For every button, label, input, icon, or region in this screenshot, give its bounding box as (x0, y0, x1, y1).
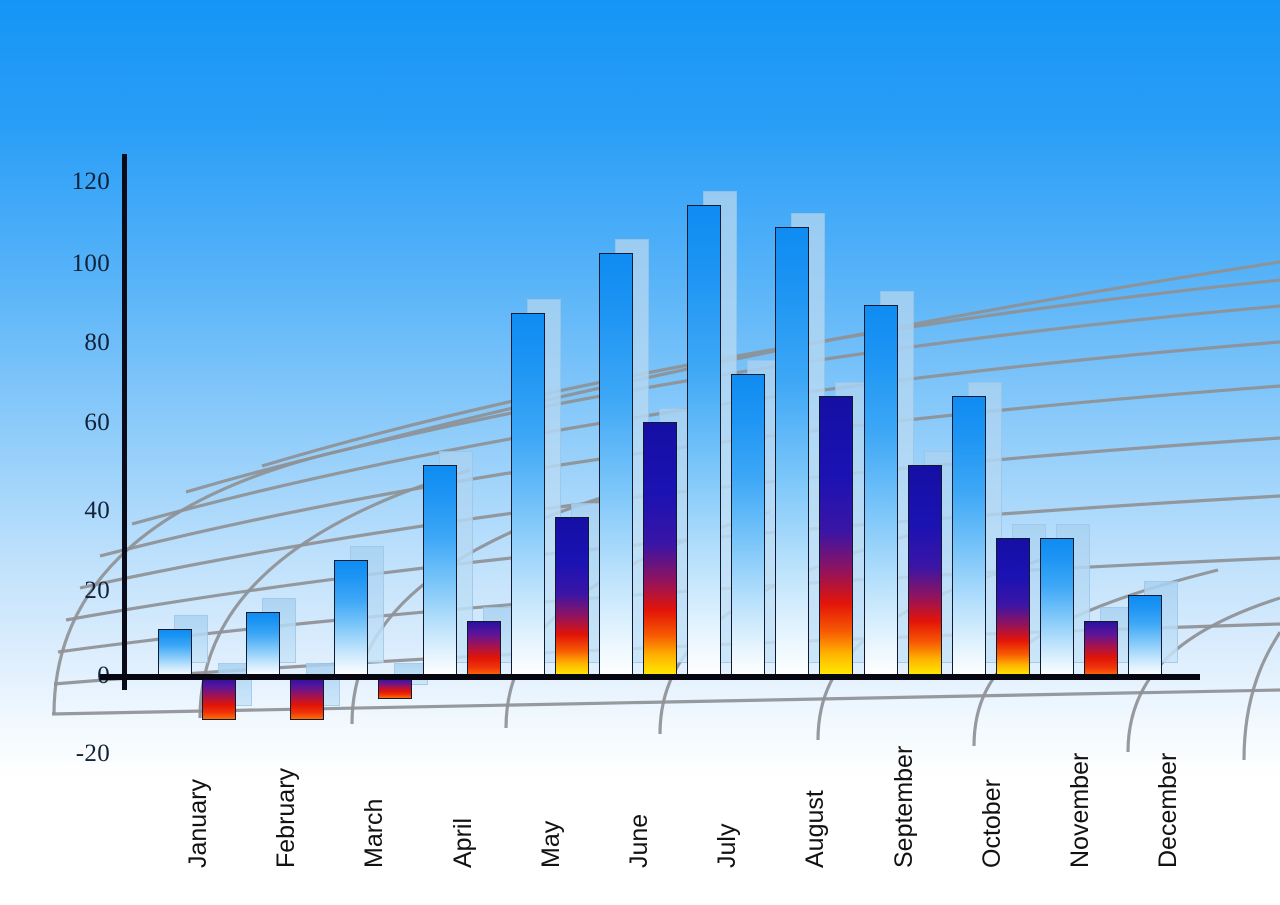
bar-february-series2[interactable] (290, 677, 325, 721)
zero-baseline (100, 674, 1200, 680)
y-tick-40: 40 (84, 497, 110, 524)
bar-october-series2[interactable] (995, 538, 1030, 677)
x-axis-label-march: March (360, 798, 389, 868)
x-axis-label-august: August (801, 790, 830, 868)
bar-march-series2[interactable] (378, 677, 413, 699)
bar-june-series2[interactable] (643, 421, 677, 677)
x-axis-label-september: September (889, 745, 918, 868)
y-axis-line (122, 154, 127, 690)
bar-january-series2[interactable] (202, 677, 236, 721)
y-tick-20: 20 (84, 577, 110, 604)
y-tick-60: 60 (84, 409, 110, 436)
bar-march-series1[interactable] (334, 560, 369, 677)
bar-april-series1[interactable] (422, 464, 457, 677)
x-axis-label-december: December (1154, 752, 1183, 868)
bar-january-series1[interactable] (158, 629, 192, 677)
bar-july-series1[interactable] (687, 205, 722, 677)
bar-november-series2[interactable] (1084, 620, 1118, 677)
bar-february-series1[interactable] (246, 612, 281, 677)
x-axis-label-february: February (272, 767, 301, 868)
bar-october-series1[interactable] (951, 395, 986, 677)
bar-september-series1[interactable] (863, 304, 898, 677)
bar-may-series2[interactable] (554, 516, 589, 677)
bar-june-series1[interactable] (599, 252, 633, 677)
y-tick-0: 0 (36, 662, 110, 690)
bar-august-series1[interactable] (775, 226, 810, 677)
x-axis-label-november: November (1066, 752, 1094, 868)
bar-august-series2[interactable] (819, 395, 854, 677)
y-tick-100: 100 (71, 250, 110, 277)
y-tick-neg20: -20 (75, 740, 110, 767)
y-tick-120: 120 (71, 168, 110, 195)
bar-july-series2[interactable] (731, 373, 766, 677)
x-axis-label-january: January (184, 779, 212, 868)
bar-november-series1[interactable] (1040, 538, 1074, 677)
x-axis-label-july: July (713, 823, 742, 868)
x-axis-label-may: May (536, 820, 565, 868)
bar-september-series2[interactable] (907, 464, 942, 677)
x-axis-label-june: June (625, 813, 653, 868)
x-axis-label-april: April (448, 817, 477, 868)
bar-may-series1[interactable] (510, 313, 545, 677)
x-axis-label-october: October (977, 779, 1006, 868)
y-tick-80: 80 (84, 329, 110, 356)
bar-april-series2[interactable] (466, 620, 501, 677)
bar-december-series1[interactable] (1128, 594, 1163, 677)
